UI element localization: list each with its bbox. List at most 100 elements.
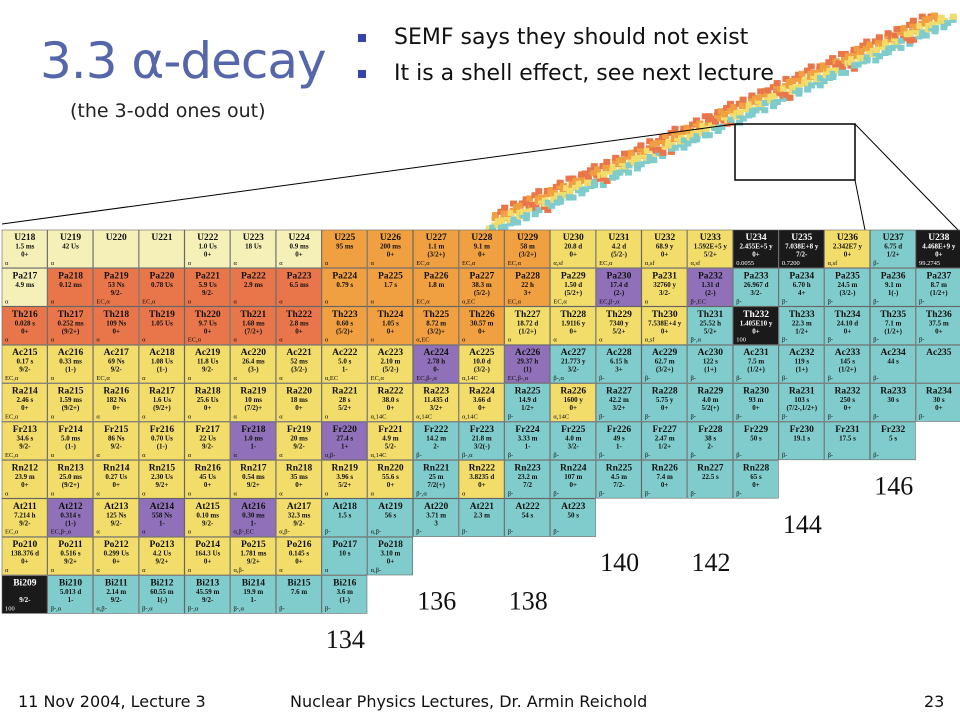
overview-cell	[863, 38, 871, 45]
nuclide-spin-parity: 3/2-	[659, 289, 671, 297]
nuclide-name: Ra217	[149, 387, 175, 397]
nuclide-name: Pa223	[287, 271, 312, 281]
nuclide-name: U238	[928, 233, 949, 243]
nuclide-spin-parity: 5/2+	[338, 404, 351, 412]
nuclide-cell-bg	[504, 460, 551, 499]
nuclide-cell-bg	[412, 268, 459, 307]
nuclide-spin-parity: (5/2)+	[336, 327, 354, 335]
nuclide-spin-parity: 7/2-	[613, 481, 625, 489]
nuclide-name: Ra225	[515, 387, 541, 397]
nuclide-half-life: 24.5 m	[838, 281, 858, 289]
nuclide-cell-bg	[732, 229, 779, 269]
nuclide-decay-mode: α	[142, 414, 146, 421]
nuclide-spin-parity: 9/2+	[64, 558, 77, 566]
overview-cell	[854, 61, 862, 68]
nuclide-spin-parity: 9/2-	[19, 366, 31, 374]
nuclide-name: Ac218	[149, 348, 175, 358]
nuclide-spin-parity: 3/2-	[750, 289, 762, 297]
nuclide-name: Bi209	[13, 579, 36, 589]
nuclide-cell-bg	[1, 229, 48, 269]
nuclide-name: At212	[58, 502, 83, 512]
nuclide-half-life: 138.376 d	[11, 550, 40, 558]
nuclide-half-life: 2.10 m	[381, 358, 401, 366]
nuclide-name: Ra231	[789, 387, 815, 397]
nuclide-decay-mode: α,14C	[371, 414, 387, 421]
overview-cell	[930, 12, 938, 19]
nuclide-cell-bg	[275, 421, 322, 461]
overview-cell	[600, 171, 608, 178]
nuclide-name: Fr223	[470, 425, 495, 435]
nuclide-name: At221	[470, 502, 495, 512]
nuclide-half-life: 6.5 ms	[290, 281, 309, 289]
nuclide-decay-mode: α	[325, 337, 329, 344]
nuclide-cell-bg	[138, 229, 185, 269]
nuclide-cell-bg	[275, 344, 322, 384]
nuclide-half-life: 2.8 ms	[290, 319, 309, 327]
nuclide-cell-bg	[824, 306, 870, 345]
overview-cell	[611, 158, 619, 165]
nuclide-cell-bg	[321, 421, 368, 461]
overview-cell	[748, 95, 756, 102]
overview-cell	[503, 214, 511, 221]
nuclide-half-life: 25 m	[429, 473, 444, 481]
nuclide-spin-parity: 3+	[615, 366, 623, 374]
nuclide-spin-parity: 0+	[752, 481, 760, 489]
nuclide-decay-mode: β-	[553, 529, 558, 536]
nuclide-spin-parity: 1(-)	[888, 289, 899, 297]
nuclide-cell-bg	[458, 229, 505, 269]
nuclide-spin-parity: (3/2+)	[427, 251, 445, 259]
nuclide-decay-mode: EC,α	[508, 298, 522, 305]
nuclide-decay-mode: α	[142, 337, 146, 344]
nuclide-name: Fr222	[424, 425, 449, 435]
nuclide-half-life: 49 s	[613, 435, 625, 443]
nuclide-decay-mode: α	[462, 337, 466, 344]
nuclide-name: Ra234	[926, 387, 952, 397]
overview-cell	[780, 85, 788, 92]
nuclide-half-life: 0.12 ms	[59, 281, 82, 289]
nuclide-spin-parity: 0+	[204, 481, 212, 489]
nuclide-half-life: 0.79 s	[336, 281, 353, 289]
overview-cell	[764, 90, 772, 97]
nuclide-name: At218	[333, 502, 358, 512]
overview-cell	[822, 71, 830, 78]
overview-cell	[773, 80, 781, 87]
overview-cell	[875, 34, 883, 41]
nuclide-name: U236	[837, 233, 858, 243]
nuclide-decay-mode: α	[188, 567, 192, 574]
nuclide-name: Th236	[926, 310, 952, 320]
nuclide-decay-mode: β-	[599, 452, 604, 459]
overview-cell	[699, 122, 707, 129]
nuclide-decay-mode: β-	[736, 452, 741, 459]
nuclide-half-life: 32.3 ms	[288, 511, 311, 519]
nuclide-spin-parity: (1)	[523, 366, 532, 374]
nuclide-spin-parity: 0+	[387, 558, 395, 566]
nuclide-half-life: 7.214 h	[14, 511, 36, 519]
nuclide-cell-bg	[595, 421, 642, 461]
nuclide-spin-parity: 3/2-	[568, 366, 580, 374]
nuclide-half-life: 50 s	[568, 511, 580, 519]
nuclide-decay-mode: α,β-	[96, 606, 107, 613]
nuclide-cell-bg	[138, 344, 185, 384]
nuclide-name: Ac229	[652, 348, 678, 358]
nuclide-half-life: 25.6 Us	[197, 396, 219, 404]
nuclide-name: Th232	[743, 310, 769, 320]
overview-cell	[900, 25, 908, 32]
nuclide-name: Rn218	[286, 463, 313, 473]
nuclide-decay-mode: α	[279, 337, 283, 344]
overview-cell	[770, 103, 778, 110]
nuclide-decay-mode: α	[5, 337, 9, 344]
nuclide-decay-mode: EC,β-,α	[51, 529, 72, 536]
nuclide-spin-parity: (3/2+)	[519, 251, 537, 259]
overview-cell	[826, 67, 834, 74]
nuclide-cell-bg	[1, 460, 48, 499]
nuclide-cell-bg	[550, 383, 596, 422]
